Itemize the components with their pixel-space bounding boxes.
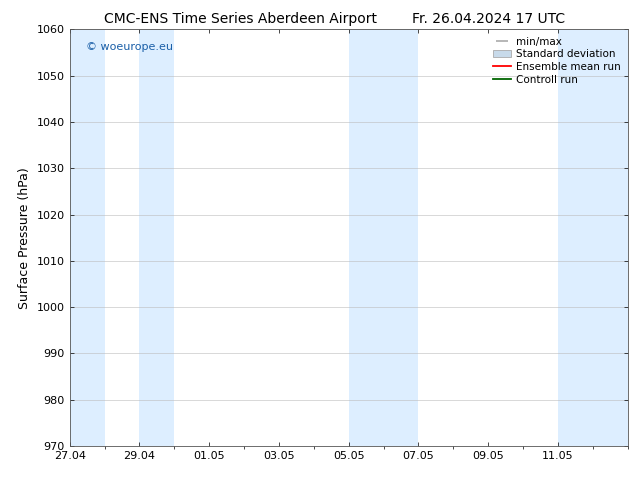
Text: © woeurope.eu: © woeurope.eu bbox=[86, 42, 174, 52]
Text: CMC-ENS Time Series Aberdeen Airport: CMC-ENS Time Series Aberdeen Airport bbox=[105, 12, 377, 26]
Text: Fr. 26.04.2024 17 UTC: Fr. 26.04.2024 17 UTC bbox=[411, 12, 565, 26]
Y-axis label: Surface Pressure (hPa): Surface Pressure (hPa) bbox=[18, 167, 31, 309]
Bar bbox=[558, 29, 628, 446]
Bar bbox=[349, 29, 418, 446]
Bar bbox=[70, 29, 105, 446]
Legend: min/max, Standard deviation, Ensemble mean run, Controll run: min/max, Standard deviation, Ensemble me… bbox=[491, 35, 623, 87]
Bar bbox=[139, 29, 174, 446]
